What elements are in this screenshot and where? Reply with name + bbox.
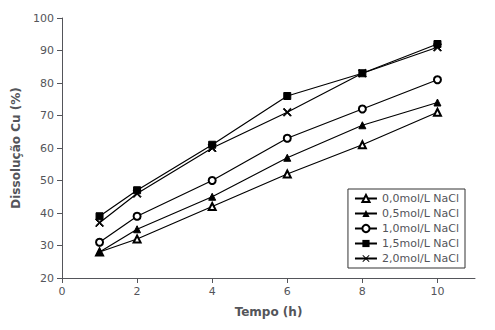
- svg-text:1,0mol/L NaCl: 1,0mol/L NaCl: [382, 222, 459, 235]
- svg-text:Tempo (h): Tempo (h): [235, 305, 303, 319]
- svg-text:60: 60: [40, 142, 54, 155]
- svg-text:70: 70: [40, 109, 54, 122]
- svg-text:10: 10: [430, 285, 444, 298]
- svg-text:6: 6: [284, 285, 291, 298]
- svg-text:0,0mol/L NaCl: 0,0mol/L NaCl: [382, 192, 459, 205]
- svg-text:8: 8: [359, 285, 366, 298]
- svg-text:Dissolução Cu (%): Dissolução Cu (%): [9, 87, 23, 208]
- svg-text:0: 0: [59, 285, 66, 298]
- svg-text:4: 4: [209, 285, 216, 298]
- svg-text:30: 30: [40, 239, 54, 252]
- svg-text:100: 100: [33, 12, 54, 25]
- svg-text:80: 80: [40, 77, 54, 90]
- svg-text:90: 90: [40, 44, 54, 57]
- svg-text:20: 20: [40, 272, 54, 285]
- svg-text:2,0mol/L NaCl: 2,0mol/L NaCl: [382, 252, 459, 265]
- svg-text:50: 50: [40, 174, 54, 187]
- svg-text:0,5mol/L NaCl: 0,5mol/L NaCl: [382, 207, 459, 220]
- svg-text:40: 40: [40, 207, 54, 220]
- svg-text:2: 2: [134, 285, 141, 298]
- svg-text:1,5mol/L NaCl: 1,5mol/L NaCl: [382, 237, 459, 250]
